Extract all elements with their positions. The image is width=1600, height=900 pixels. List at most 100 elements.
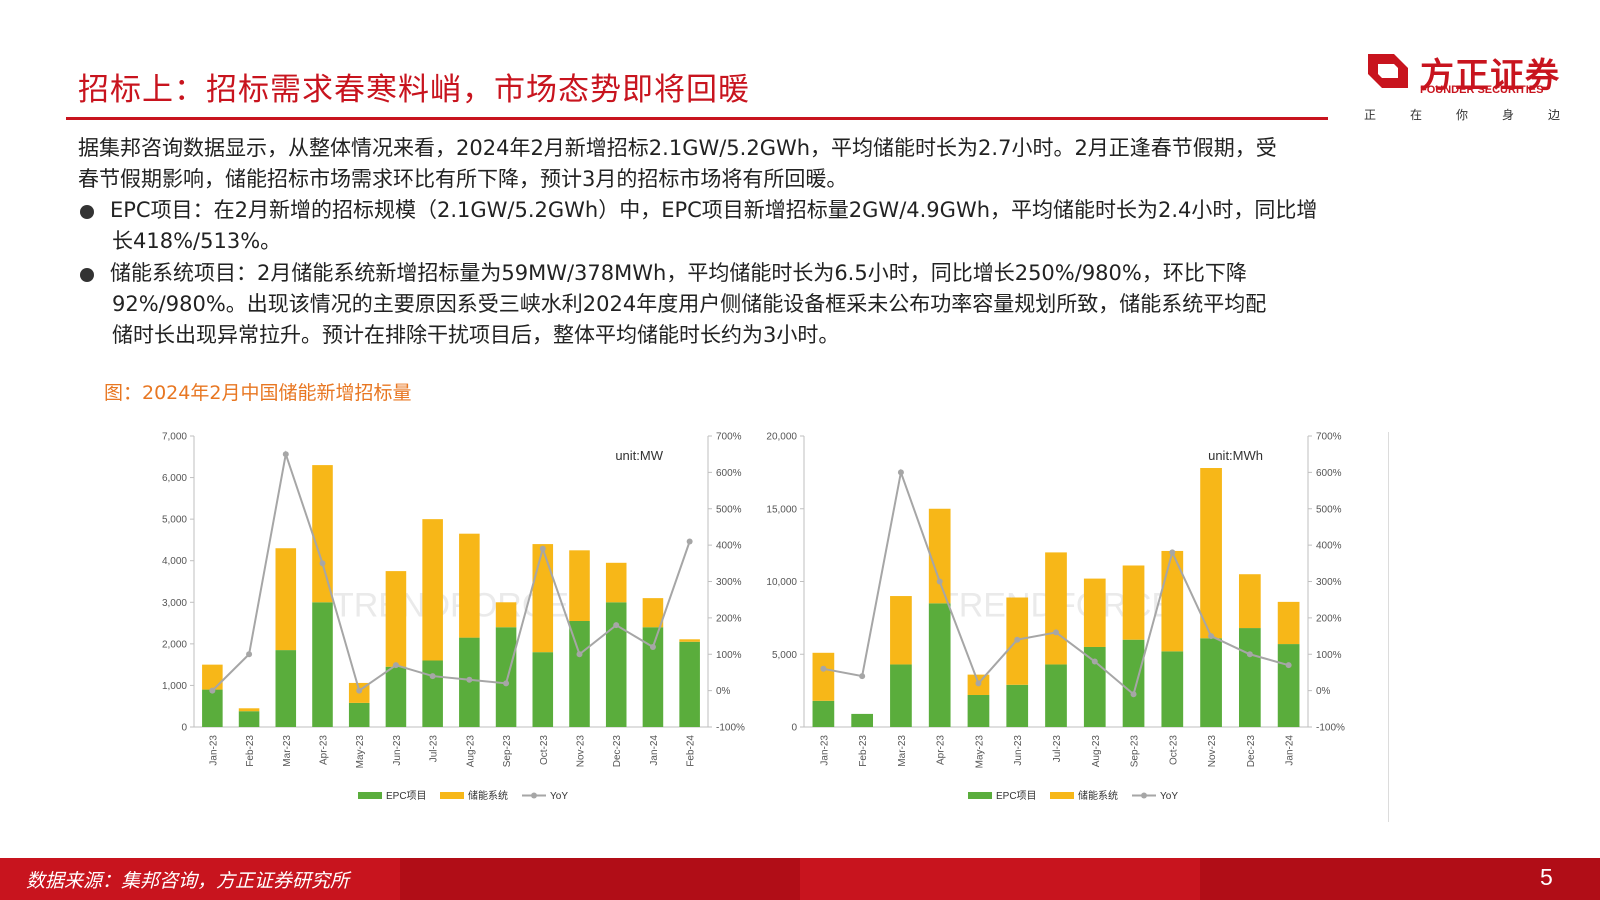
epc-bar xyxy=(422,660,443,727)
storage-bar xyxy=(812,652,835,701)
epc-bar xyxy=(1006,684,1029,727)
storage-bar xyxy=(1277,601,1300,645)
yoy-point xyxy=(429,673,436,680)
epc-bar xyxy=(312,602,333,727)
epc-bar xyxy=(679,641,700,727)
storage-bar xyxy=(569,550,590,621)
epc-bar xyxy=(385,666,407,727)
figure-caption: 图：2024年2月中国储能新增招标量 xyxy=(104,382,412,404)
x-tick-label: May-23 xyxy=(974,735,985,769)
x-tick-label: Oct-23 xyxy=(539,735,550,765)
logo-cn-text: 方正证券 xyxy=(1420,56,1560,96)
chart-frame: TRENDFORCE 0 1,000 2,000 3,000 4,000 5,000 6,00… xyxy=(148,432,1389,822)
legend-yoy-marker xyxy=(1141,792,1147,799)
x-tick-label: Oct-23 xyxy=(1168,735,1179,765)
epc-bar xyxy=(1045,664,1067,727)
slogan-char: 正 xyxy=(1364,108,1377,122)
yoy-point xyxy=(859,673,866,680)
y-tick-label: 0 xyxy=(791,723,797,734)
x-tick-label: Feb-24 xyxy=(686,735,697,767)
y-tick-label: 2,000 xyxy=(162,639,187,650)
x-tick-label: Sep-23 xyxy=(1130,735,1141,768)
epc-bar xyxy=(967,694,990,727)
epc-bar xyxy=(275,650,297,727)
epc-bar xyxy=(495,627,517,727)
yoy-point xyxy=(319,560,326,567)
summary-line-1: 据集邦咨询数据显示，从整体情况来看，2024年2月新增招标2.1GW/5.2GW… xyxy=(78,136,1277,160)
yoy-line xyxy=(211,450,691,693)
y2-tick-label: 200% xyxy=(1316,613,1342,624)
storage-bar xyxy=(679,639,700,642)
slogan-char: 在 xyxy=(1409,108,1422,122)
founder-logo-icon xyxy=(1368,54,1408,88)
storage-bar xyxy=(532,544,554,653)
x-tick-label: Jan-24 xyxy=(1285,735,1296,766)
y2-tick-label: 400% xyxy=(716,541,742,552)
x-tick-label: Jul-23 xyxy=(1052,735,1063,763)
x-tick-label: Apr-23 xyxy=(936,735,947,765)
storage-bar xyxy=(202,664,223,690)
storage-bar xyxy=(385,571,407,667)
y-tick-label: 3,000 xyxy=(162,598,187,609)
x-tick-label: Aug-23 xyxy=(1091,735,1102,768)
y2-tick-label: 100% xyxy=(1316,650,1342,661)
y-tick-label: 7,000 xyxy=(162,432,187,443)
legend-epc-swatch xyxy=(358,792,382,799)
slogan-char: 你 xyxy=(1455,108,1468,122)
legend-epc-swatch xyxy=(968,792,992,799)
epc-bar xyxy=(1277,644,1300,727)
epc-bar xyxy=(1161,651,1184,727)
x-tick-label: Mar-23 xyxy=(282,735,293,767)
y2-tick-label: -100% xyxy=(1316,723,1345,734)
yoy-point xyxy=(613,622,620,629)
y2-tick-label: 200% xyxy=(716,613,742,624)
storage-bar xyxy=(605,562,627,603)
footer-bar xyxy=(0,858,1600,900)
charts-svg: TRENDFORCE 0 1,000 2,000 3,000 4,000 5,000 6,00… xyxy=(162,432,1345,803)
x-tick-label: Jan-23 xyxy=(208,735,219,766)
storage-bar xyxy=(312,465,333,603)
y2-tick-label: 0% xyxy=(716,686,731,697)
yoy-point xyxy=(209,687,216,694)
unit-label: unit:MWh xyxy=(1208,448,1263,463)
x-tick-label: Aug-23 xyxy=(465,735,476,768)
summary-line-2: 春节假期影响，储能招标市场需求环比有所下降，预计3月的招标市场将有所回暖。 xyxy=(78,167,848,191)
yoy-point xyxy=(246,651,253,658)
y-tick-label: 4,000 xyxy=(162,556,187,567)
y2-tick-label: 0% xyxy=(1316,686,1331,697)
title-divider xyxy=(66,117,1328,120)
bullet-dot xyxy=(80,268,94,282)
epc-bar xyxy=(642,627,664,727)
legend-storage-label: 储能系统 xyxy=(468,789,508,802)
x-tick-label: Apr-23 xyxy=(319,735,330,765)
x-tick-label: Jun-23 xyxy=(1013,735,1024,766)
epc-bullet-line-1: EPC项目：在2月新增的招标规模（2.1GW/5.2GWh）中，EPC项目新增招… xyxy=(110,198,1318,222)
y-tick-label: 6,000 xyxy=(162,473,187,484)
x-tick-label: May-23 xyxy=(355,735,366,769)
yoy-point xyxy=(1130,691,1137,698)
y-tick-label: 5,000 xyxy=(772,650,797,661)
yoy-point xyxy=(466,676,473,683)
epc-bar xyxy=(812,700,835,727)
logo-slogan: 正 在 你 身 边 xyxy=(1364,106,1560,123)
yoy-point xyxy=(392,662,399,669)
storage-bullet-line-2: 92%/980%。出现该情况的主要原因系受三峡水利2024年度用户侧储能设备框采… xyxy=(112,292,1267,316)
yoy-point xyxy=(356,687,363,694)
legend-yoy-label: YoY xyxy=(1160,791,1178,802)
y-tick-label: 0 xyxy=(181,723,187,734)
x-tick-label: Jan-24 xyxy=(649,735,660,766)
yoy-point xyxy=(975,680,982,687)
yoy-point xyxy=(686,538,693,545)
yoy-point xyxy=(897,469,904,476)
legend-storage-swatch xyxy=(1050,792,1074,799)
x-tick-label: Feb-23 xyxy=(245,735,256,767)
y-tick-label: 15,000 xyxy=(766,504,797,515)
storage-bullet-line-3: 储时长出现异常拉升。预计在排除干扰项目后，整体平均储能时长约为3小时。 xyxy=(112,323,840,347)
yoy-point xyxy=(1014,636,1021,643)
storage-bar xyxy=(642,598,664,628)
yoy-point xyxy=(1169,549,1176,556)
legend-yoy-marker xyxy=(531,792,537,799)
founder-securities-logo: 方正证券 FOUNDER SECURITIES 正 在 你 身 边 xyxy=(1364,50,1560,122)
epc-bar xyxy=(1200,638,1222,727)
yoy-point xyxy=(1053,629,1059,636)
